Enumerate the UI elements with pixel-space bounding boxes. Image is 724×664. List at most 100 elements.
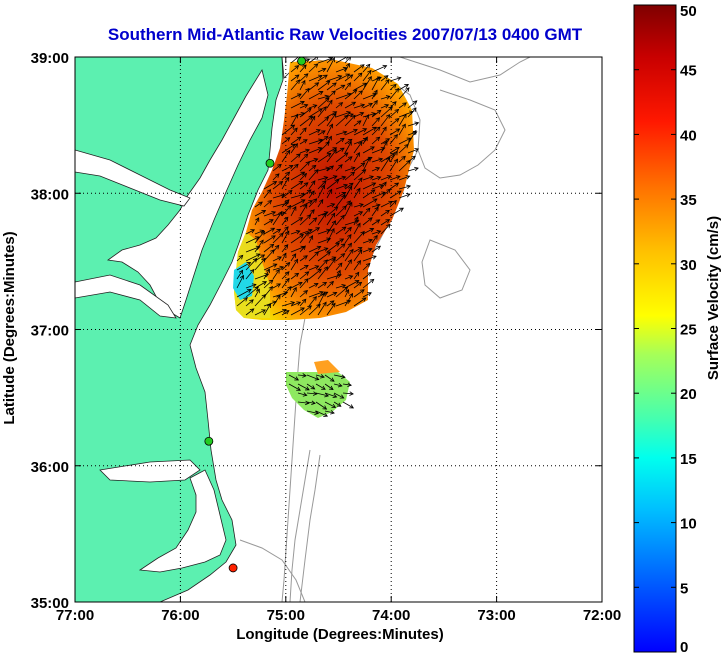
- velocity-arrow: [335, 238, 344, 244]
- velocity-arrowhead: [284, 226, 289, 231]
- velocity-arrow: [299, 305, 312, 316]
- velocity-arrowhead: [332, 112, 337, 118]
- velocity-arrow: [353, 247, 363, 253]
- velocity-arrowhead: [324, 94, 330, 100]
- velocity-arrow: [299, 116, 313, 127]
- velocity-arrow: [290, 153, 301, 163]
- velocity-arrow: [263, 268, 270, 280]
- velocity-arrowhead: [312, 198, 318, 203]
- velocity-arrowhead: [249, 268, 255, 274]
- velocity-arrowhead: [254, 236, 260, 241]
- velocity-arrow: [317, 68, 326, 73]
- velocity-arrowhead: [360, 230, 365, 236]
- velocity-arrow: [326, 189, 333, 199]
- velocity-arrowhead: [383, 140, 388, 146]
- velocity-arrowhead: [337, 74, 343, 80]
- velocity-arrowhead: [367, 69, 372, 75]
- velocity-arrowhead: [381, 191, 386, 196]
- velocity-arrowhead: [329, 165, 334, 170]
- velocity-arrow: [335, 286, 348, 298]
- velocity-arrow: [353, 297, 367, 307]
- velocity-arrow: [299, 232, 309, 244]
- velocity-arrow: [290, 307, 305, 316]
- velocity-arrow: [342, 401, 354, 409]
- velocity-arrow: [353, 231, 365, 244]
- y-tick-label: 37:00: [31, 323, 69, 340]
- velocity-arrowhead: [368, 217, 373, 222]
- velocity-arrow: [317, 153, 331, 163]
- velocity-arrowhead: [266, 303, 272, 308]
- velocity-arrow: [326, 292, 337, 298]
- velocity-arrowhead: [310, 385, 316, 390]
- velocity-arrow: [297, 374, 307, 377]
- velocity-arrowhead: [304, 400, 310, 406]
- velocity-arrow: [344, 186, 353, 199]
- velocity-arrow: [353, 204, 364, 208]
- velocity-arrowhead: [346, 82, 352, 87]
- velocity-arrow: [335, 226, 347, 235]
- velocity-arrowhead: [321, 67, 327, 73]
- velocity-arrow: [389, 151, 398, 163]
- velocity-arrow: [326, 179, 340, 190]
- velocity-arrow: [344, 249, 354, 262]
- velocity-arrow: [335, 184, 348, 190]
- velocity-arrowhead: [362, 128, 368, 133]
- velocity-arrowhead: [286, 149, 291, 155]
- velocity-arrowhead: [319, 290, 324, 296]
- velocity-arrow: [380, 153, 395, 163]
- velocity-arrowhead: [303, 73, 309, 78]
- velocity-arrow: [308, 165, 316, 172]
- velocity-arrowhead: [376, 109, 382, 115]
- velocity-arrowhead: [316, 245, 322, 250]
- velocity-arrowhead: [378, 184, 384, 189]
- velocity-arrow: [389, 147, 400, 154]
- velocity-arrow: [353, 211, 363, 217]
- velocity-arrow: [308, 116, 316, 127]
- x-tick-label: 74:00: [372, 607, 410, 624]
- velocity-arrowhead: [261, 294, 267, 299]
- y-tick-label: 39:00: [31, 50, 69, 67]
- velocity-arrow: [389, 134, 398, 145]
- velocity-arrowhead: [360, 103, 366, 108]
- velocity-arrow: [308, 104, 317, 109]
- velocity-arrow: [353, 120, 362, 127]
- velocity-arrow: [308, 158, 318, 163]
- velocity-arrow: [317, 259, 328, 271]
- velocity-arrow: [380, 104, 389, 109]
- velocity-arrowhead: [392, 101, 397, 106]
- velocity-arrow: [326, 256, 336, 262]
- velocity-arrowhead: [375, 219, 381, 224]
- velocity-arrow: [326, 100, 333, 109]
- velocity-arrow: [254, 309, 266, 316]
- velocity-arrowhead: [324, 97, 330, 103]
- velocity-arrowhead: [385, 95, 391, 100]
- velocity-arrow: [407, 100, 418, 109]
- colorbar-tick-label: 15: [680, 451, 697, 468]
- velocity-arrow: [353, 177, 363, 190]
- velocity-arrowhead: [345, 73, 351, 78]
- x-tick-label: 77:00: [56, 607, 94, 624]
- velocity-arrow: [362, 76, 372, 91]
- velocity-arrow: [299, 182, 309, 190]
- velocity-arrow: [342, 383, 352, 386]
- velocity-arrow: [288, 374, 299, 381]
- velocity-arrowhead: [313, 282, 319, 288]
- velocity-arrow: [263, 249, 275, 262]
- velocity-arrowhead: [312, 217, 318, 222]
- velocity-arrow: [236, 297, 248, 307]
- velocity-arrowhead: [246, 262, 252, 267]
- velocity-arrow: [407, 107, 417, 118]
- velocity-arrow: [254, 258, 266, 271]
- velocity-arrow: [299, 229, 313, 235]
- velocity-arrow: [297, 401, 309, 404]
- velocity-arrow: [272, 173, 280, 181]
- velocity-arrowhead: [260, 254, 266, 259]
- velocity-arrow: [353, 223, 361, 235]
- velocity-arrow: [398, 137, 411, 145]
- station-marker: [297, 56, 307, 66]
- velocity-arrow: [245, 236, 260, 244]
- velocity-arrow: [263, 200, 272, 208]
- velocity-arrowhead: [406, 184, 412, 190]
- velocity-arrow: [380, 181, 387, 190]
- velocity-arrowhead: [294, 376, 300, 381]
